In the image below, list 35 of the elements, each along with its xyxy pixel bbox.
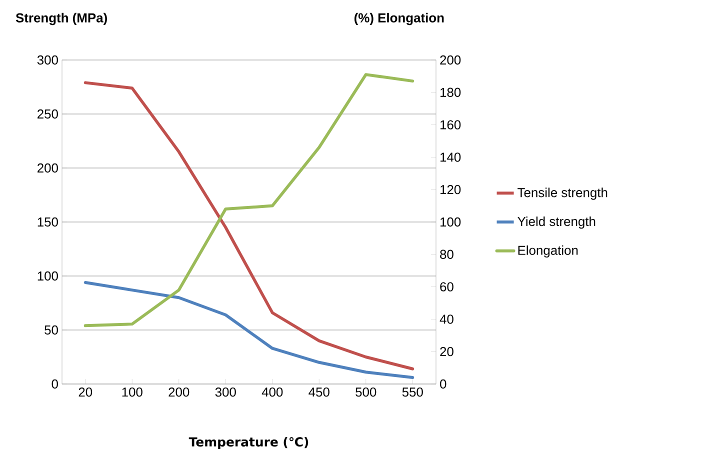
y2-tick-label: 20 <box>440 347 454 356</box>
y-axis-title: Strength (MPa) <box>16 12 107 26</box>
y-tick-label: 250 <box>38 109 58 119</box>
y-tick-label: 300 <box>37 55 58 65</box>
y2-tick-label: 40 <box>440 314 454 324</box>
y2-tick-label: 100 <box>440 217 461 227</box>
y2-tick-label: 0 <box>440 379 446 389</box>
line-series <box>84 73 414 328</box>
x-axis-title: Temperature (℃) <box>188 436 308 450</box>
legend-label: Tensile strength <box>518 188 608 200</box>
y2-axis-title: (%) Elongation <box>354 12 444 26</box>
y-tick-label: 150 <box>38 217 58 227</box>
y-tick-label: 200 <box>38 163 58 173</box>
x-tick-label: 450 <box>308 388 330 397</box>
y2-tick-label: 180 <box>440 88 461 97</box>
x-tick-label: 100 <box>122 388 142 397</box>
x-tick-label: 200 <box>168 388 190 397</box>
y2-tick-label: 120 <box>440 185 461 194</box>
y2-tick-label: 140 <box>440 152 461 162</box>
line-series <box>84 81 414 370</box>
y2-tick-label: 60 <box>440 282 454 292</box>
y-tick-label: 50 <box>44 325 58 335</box>
y2-tick-label: 80 <box>440 250 454 259</box>
legend-label: Elongation <box>518 245 578 258</box>
y2-tick-label: 200 <box>440 55 461 65</box>
line-series <box>84 280 414 380</box>
legend-label: Yield strength <box>518 216 596 229</box>
y-tick-label: 0 <box>52 379 58 389</box>
x-tick-label: 500 <box>356 388 376 397</box>
x-tick-label: 20 <box>78 388 92 397</box>
x-tick-label: 300 <box>215 388 236 397</box>
x-tick-label: 550 <box>402 388 423 397</box>
y-tick-label: 100 <box>38 271 58 281</box>
y2-tick-label: 160 <box>440 120 461 130</box>
x-tick-label: 400 <box>262 388 283 397</box>
